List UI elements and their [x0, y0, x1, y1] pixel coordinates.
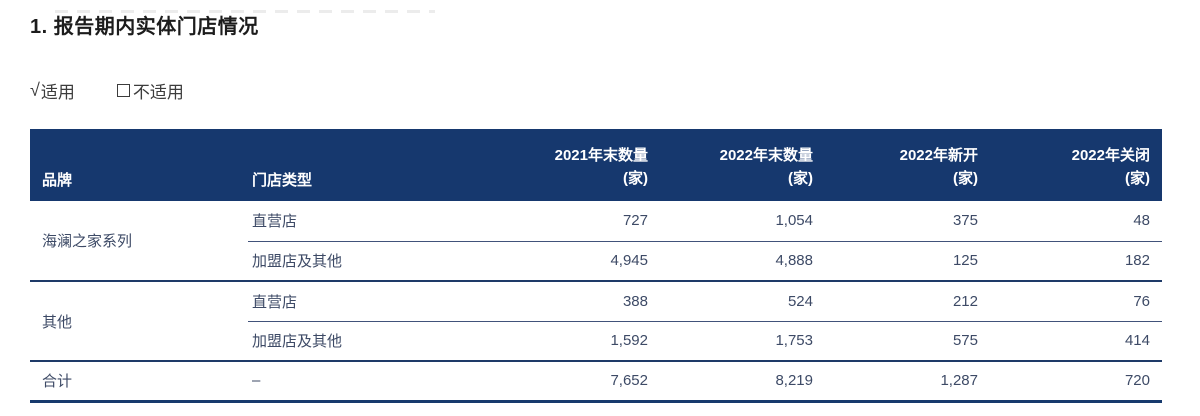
count-2022-cell: 4,888 [660, 241, 825, 282]
store-type-cell: 加盟店及其他 [248, 321, 520, 362]
count-2021-cell: 4,945 [520, 241, 660, 282]
header-closed-2022: 2022年关闭 (家) [990, 129, 1162, 201]
store-type-cell: 直营店 [248, 201, 520, 242]
table-header: 品牌 门店类型 2021年末数量 (家) 2022年末数量 (家) [30, 129, 1162, 201]
closed-2022-cell: 414 [990, 321, 1162, 362]
opened-2022-cell: 375 [825, 201, 990, 242]
page-title: 1. 报告期内实体门店情况 [30, 16, 259, 38]
report-page: 1. 报告期内实体门店情况 √ 适用 不适用 品牌 门店类型 2 [0, 10, 1200, 403]
table-row: 海澜之家系列 直营店 727 1,054 375 48 [30, 201, 1162, 282]
not-applicable-option: 不适用 [116, 78, 184, 103]
header-store-type: 门店类型 [248, 129, 520, 201]
closed-2022-cell: 76 [990, 281, 1162, 322]
count-2022-cell: 1,054 [660, 201, 825, 242]
header-brand: 品牌 [30, 129, 248, 201]
count-2021-cell: 1,592 [520, 321, 660, 362]
opened-2022-cell: 575 [825, 321, 990, 362]
count-2022-cell: 1,753 [660, 321, 825, 362]
table-row: 其他 直营店 388 524 212 76 [30, 281, 1162, 362]
count-2022-cell: 8,219 [660, 361, 825, 403]
table-row: 加盟店及其他 1,592 1,753 575 414 [30, 321, 1162, 362]
count-2021-cell: 7,652 [520, 361, 660, 403]
store-type-cell: 直营店 [248, 281, 520, 322]
empty-checkbox-icon [116, 84, 130, 97]
count-2021-cell: 388 [520, 281, 660, 322]
header-count-2022: 2022年末数量 (家) [660, 129, 825, 201]
header-opened-2022: 2022年新开 (家) [825, 129, 990, 201]
store-type-cell: 加盟店及其他 [248, 241, 520, 282]
opened-2022-cell: 212 [825, 281, 990, 322]
closed-2022-cell: 720 [990, 361, 1162, 403]
applicable-label: 适用 [40, 83, 75, 102]
brand-cell-other: 其他 [30, 281, 248, 362]
not-applicable-label: 不适用 [132, 83, 184, 102]
cropped-content-artifact [55, 10, 435, 13]
closed-2022-cell: 48 [990, 201, 1162, 242]
header-count-2021: 2021年末数量 (家) [520, 129, 660, 201]
opened-2022-cell: 125 [825, 241, 990, 282]
applicability-row: √ 适用 不适用 [30, 78, 1162, 103]
opened-2022-cell: 1,287 [825, 361, 990, 403]
brand-cell-hla: 海澜之家系列 [30, 201, 248, 282]
closed-2022-cell: 182 [990, 241, 1162, 282]
count-2022-cell: 524 [660, 281, 825, 322]
count-2021-cell: 727 [520, 201, 660, 242]
total-label-cell: 合计 [30, 361, 248, 403]
store-type-cell: – [248, 361, 520, 403]
table-total-row: 合计 – 7,652 8,219 1,287 720 [30, 361, 1162, 403]
check-mark-icon: √ [30, 80, 40, 100]
applicable-option: √ 适用 [30, 78, 75, 103]
table-row: 加盟店及其他 4,945 4,888 125 182 [30, 241, 1162, 282]
store-count-table: 品牌 门店类型 2021年末数量 (家) 2022年末数量 (家) [30, 129, 1162, 403]
